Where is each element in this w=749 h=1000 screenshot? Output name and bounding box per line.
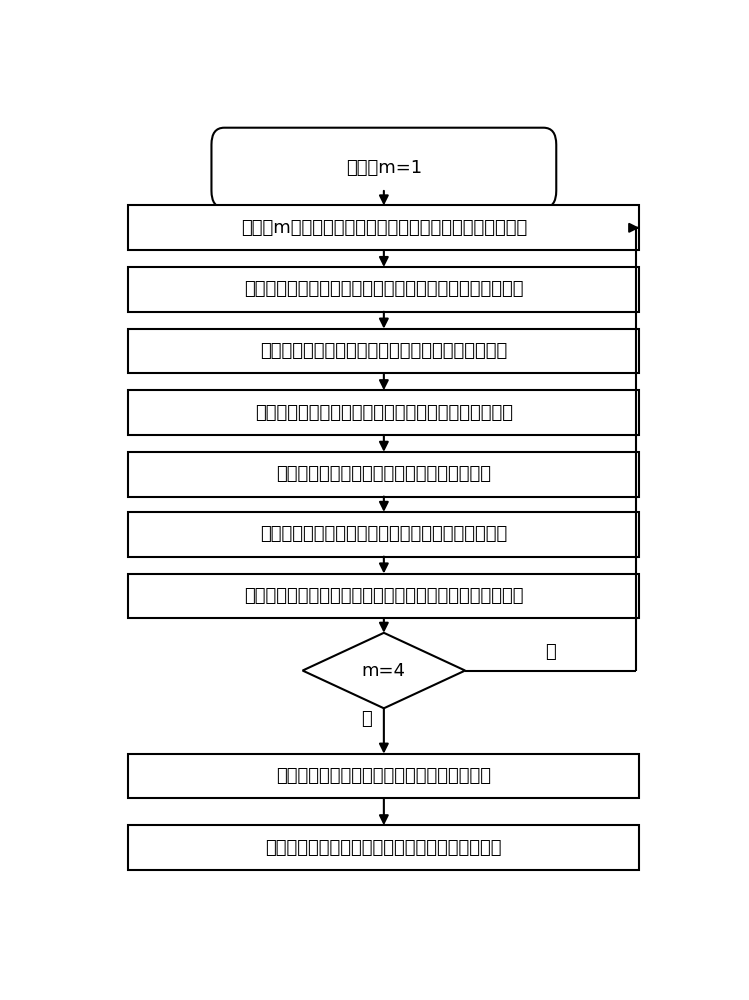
Bar <box>129 205 639 250</box>
FancyBboxPatch shape <box>211 128 557 208</box>
Text: 生成第m组频分多址信号，进行窄带滤波生成窄带扩频信号: 生成第m组频分多址信号，进行窄带滤波生成窄带扩频信号 <box>240 219 527 237</box>
Text: 取误差最小值对应的整周模糊度为载波相位对应整周模糊度: 取误差最小值对应的整周模糊度为载波相位对应整周模糊度 <box>244 587 524 605</box>
Text: 比对抛物线模型和载波相位群时延测量结果获得误差: 比对抛物线模型和载波相位群时延测量结果获得误差 <box>260 525 508 543</box>
Bar <box>129 825 639 870</box>
Text: 是: 是 <box>361 710 372 728</box>
Bar <box>129 574 639 618</box>
Bar <box>129 329 639 373</box>
Text: 初始化m=1: 初始化m=1 <box>346 159 422 177</box>
Text: 获得测量误差，并相应调整每组群时延测量值: 获得测量误差，并相应调整每组群时延测量值 <box>276 767 491 785</box>
Bar <box>129 267 639 312</box>
Text: m=4: m=4 <box>362 662 406 680</box>
Polygon shape <box>303 633 465 708</box>
Text: 否: 否 <box>545 643 556 661</box>
Text: 在窄带信号带宽内遇历群时延抛物线模型参数: 在窄带信号带宽内遇历群时延抛物线模型参数 <box>276 465 491 483</box>
Text: 合并所有群时延测量值，获得最终群时延测量结果: 合并所有群时延测量值，获得最终群时延测量结果 <box>266 839 502 857</box>
Bar <box>129 512 639 557</box>
Bar <box>129 754 639 798</box>
Text: 将窄带扩频信号送入接收机进行捕获跟踪，获得基准群时延: 将窄带扩频信号送入接收机进行捕获跟踪，获得基准群时延 <box>244 280 524 298</box>
Bar <box>129 390 639 435</box>
Text: 获得载波相位，并结合整周模糊度遇历群时延测量结果: 获得载波相位，并结合整周模糊度遇历群时延测量结果 <box>255 404 513 422</box>
Text: 获得码相位测得时延和对应的整周模糊度和遇历范围: 获得码相位测得时延和对应的整周模糊度和遇历范围 <box>260 342 508 360</box>
Bar <box>129 452 639 497</box>
